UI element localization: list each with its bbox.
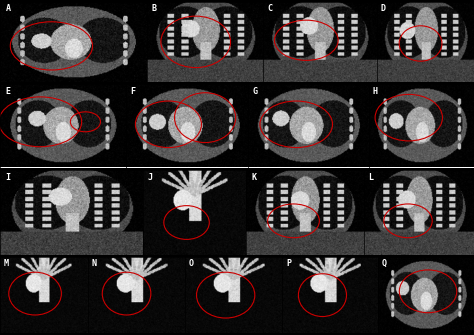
Text: A: A bbox=[6, 4, 11, 13]
Text: B: B bbox=[152, 4, 156, 13]
Text: H: H bbox=[373, 87, 378, 96]
Text: D: D bbox=[381, 4, 386, 13]
Text: Q: Q bbox=[382, 259, 387, 268]
Text: C: C bbox=[268, 4, 273, 13]
Text: I: I bbox=[6, 173, 11, 182]
Text: O: O bbox=[189, 259, 194, 268]
Text: P: P bbox=[286, 259, 291, 268]
Text: N: N bbox=[91, 259, 97, 268]
Text: E: E bbox=[5, 87, 10, 96]
Text: L: L bbox=[368, 173, 374, 182]
Text: K: K bbox=[251, 173, 256, 182]
Text: F: F bbox=[130, 87, 136, 96]
Text: G: G bbox=[253, 87, 258, 96]
Text: M: M bbox=[3, 259, 9, 268]
Text: J: J bbox=[147, 173, 152, 182]
